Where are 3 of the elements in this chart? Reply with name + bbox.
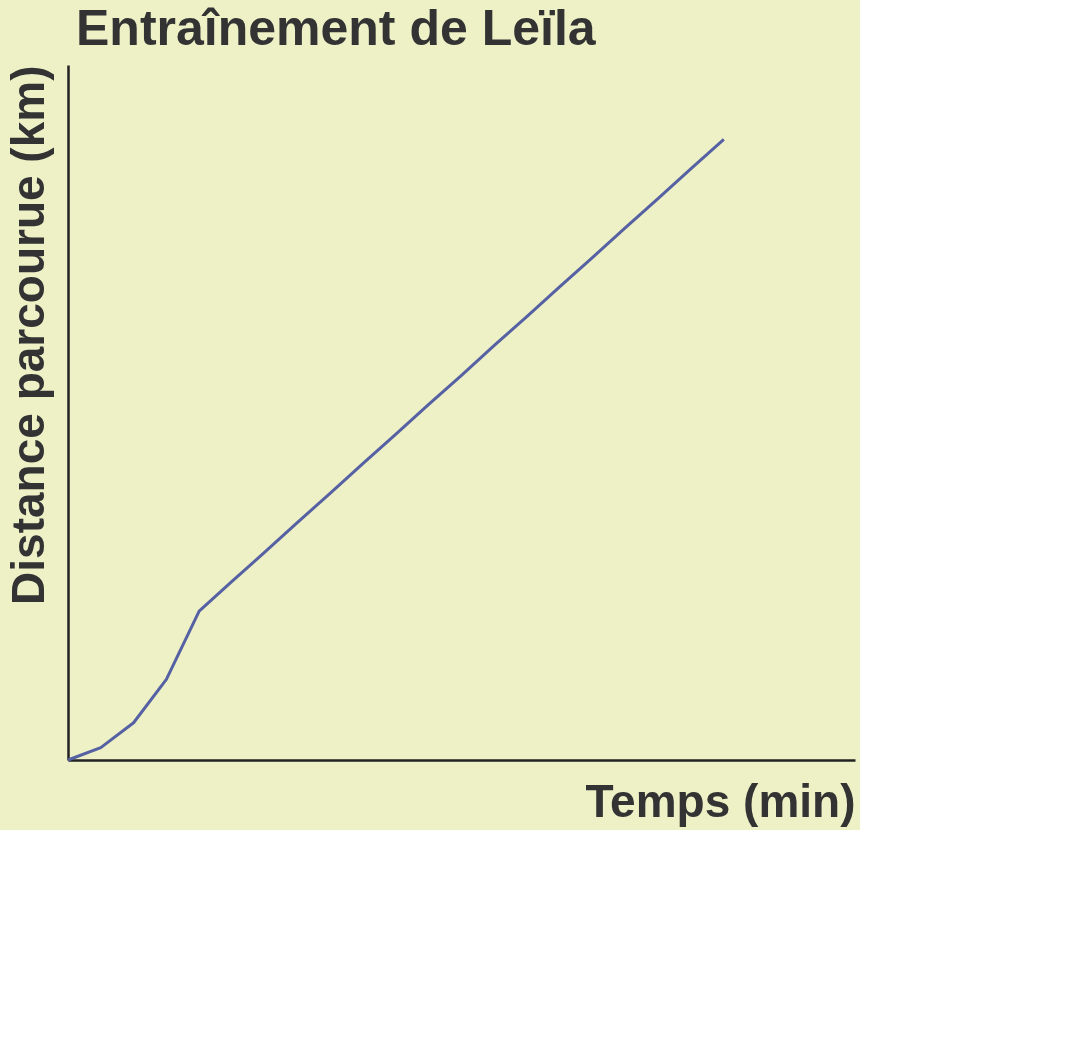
chart-title: Entraînement de Leïla bbox=[76, 0, 597, 56]
y-axis-title: Distance parcourue (km) bbox=[1, 65, 54, 605]
x-axis-title: Temps (min) bbox=[585, 774, 856, 827]
